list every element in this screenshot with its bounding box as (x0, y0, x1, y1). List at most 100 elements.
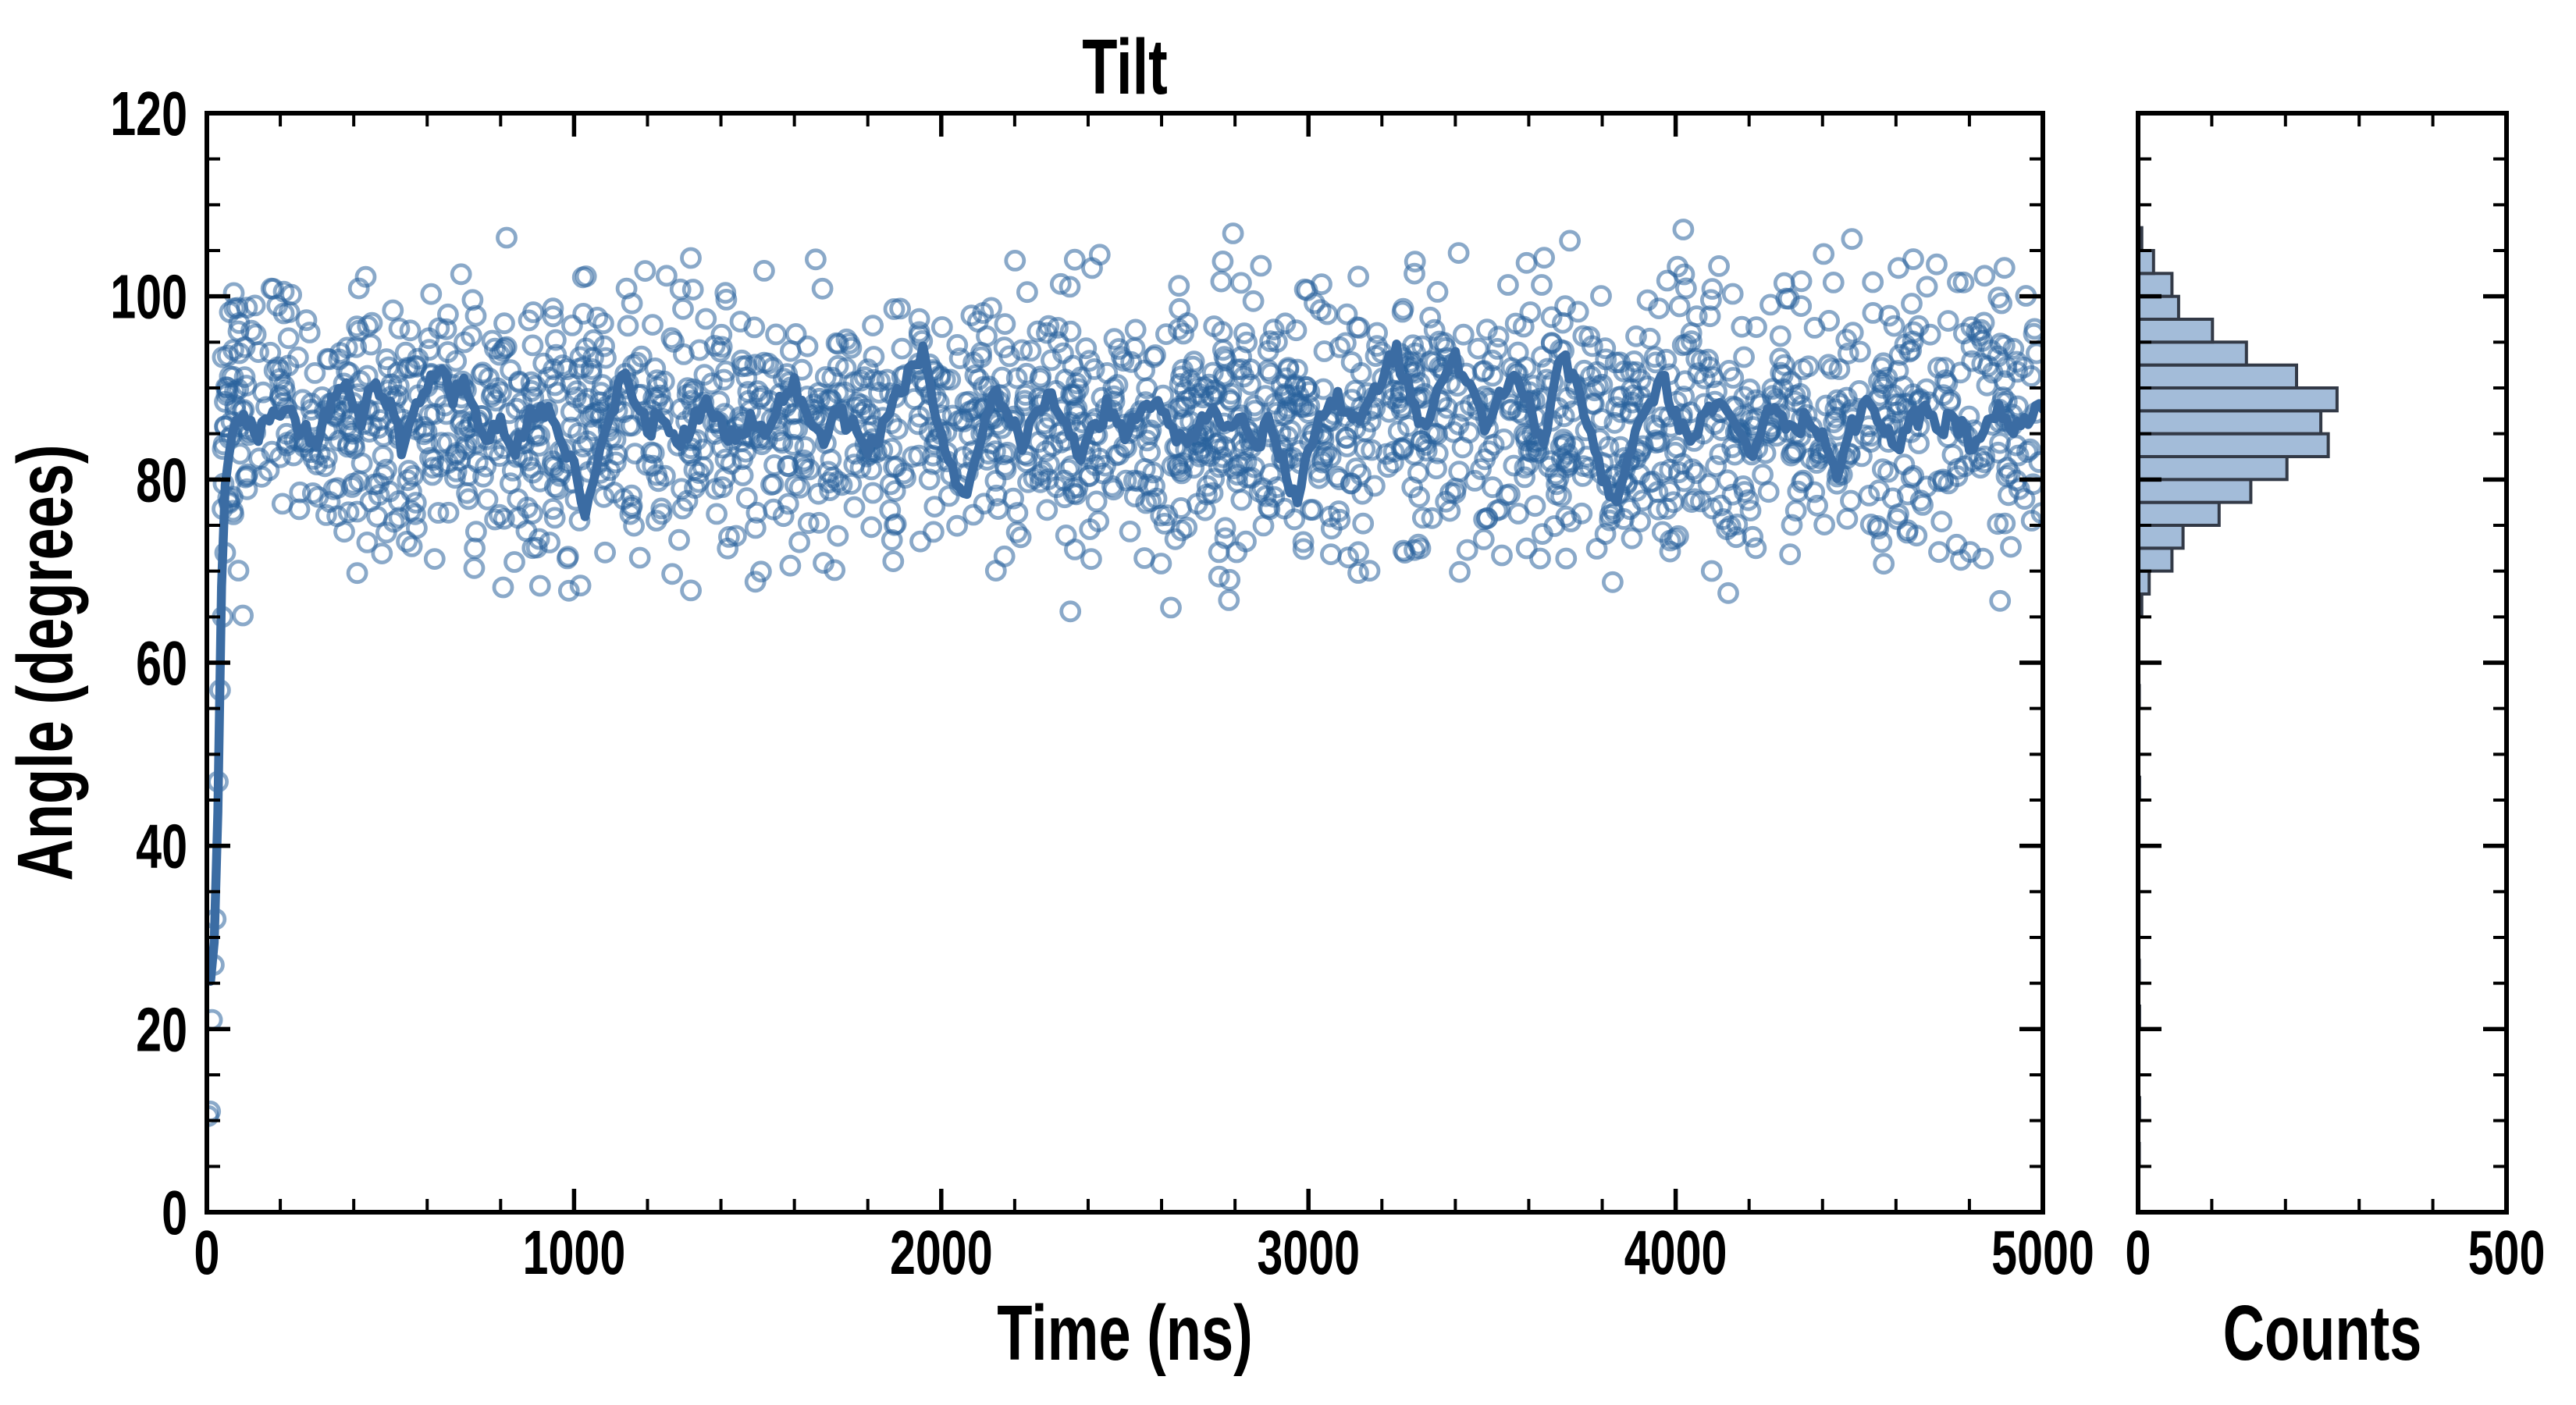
scatter-point (1199, 445, 1222, 467)
scatter-point (1123, 469, 1145, 492)
scatter-point (561, 314, 583, 336)
scatter-point (1610, 386, 1632, 407)
scatter-point (375, 348, 398, 371)
scatter-point (1870, 531, 1893, 553)
scatter-point (797, 512, 820, 535)
scatter-point (1063, 248, 1086, 271)
scatter-point (1230, 489, 1253, 511)
scatter-point (1848, 340, 1871, 363)
scatter-point (568, 357, 590, 380)
scatter-point (1883, 315, 1905, 337)
scatter-point (1448, 461, 1471, 482)
scatter-point (1725, 526, 1748, 549)
scatter-point (1497, 274, 1519, 296)
scatter-point (472, 465, 494, 488)
scatter-point (1059, 600, 1082, 623)
scatter-point (881, 438, 903, 460)
scatter-point (521, 334, 544, 357)
scatter-point (1219, 568, 1241, 591)
scatter-point (496, 226, 518, 249)
scatter-point (1214, 527, 1236, 550)
scatter-point (908, 308, 930, 330)
scatter-point (1689, 490, 1712, 513)
scatter-point (1597, 436, 1620, 458)
scatter-point (2002, 337, 2025, 360)
scatter-point (528, 435, 550, 457)
scatter-point (1133, 547, 1155, 569)
scatter-point (1348, 317, 1371, 339)
scatter-point (1629, 368, 1652, 391)
scatter-point (745, 501, 768, 524)
scatter-point (336, 414, 358, 437)
scatter-point (671, 478, 692, 500)
scatter-point (672, 297, 694, 320)
scatter-point (1930, 510, 1953, 532)
scatter-point (993, 545, 1016, 567)
scatter-point (1705, 455, 1727, 477)
scatter-point (1292, 531, 1315, 553)
scatter-point (1295, 375, 1318, 398)
tick-label: 1000 (523, 1217, 626, 1287)
scatter-point (568, 422, 589, 444)
scatter-point (714, 282, 737, 304)
scatter-point (765, 323, 787, 346)
scatter-point (808, 511, 831, 534)
scatter-point (318, 491, 341, 513)
scatter-point (405, 355, 428, 378)
scatter-point (1674, 277, 1697, 300)
scatter-point (1519, 301, 1542, 323)
scatter-point (1817, 354, 1840, 376)
scatter-point (1458, 422, 1480, 444)
scatter-point (884, 514, 906, 536)
scatter-point (1011, 339, 1033, 361)
scatter-point (556, 547, 578, 570)
x-tick-labels: 0 1000 2000 3000 4000 5000 (194, 1217, 2094, 1287)
scatter-point (1667, 255, 1689, 278)
scatter-point (542, 297, 564, 320)
histogram-bar (2138, 500, 2221, 528)
scatter-point (1470, 458, 1492, 480)
tick-label: 0 (2126, 1217, 2151, 1287)
scatter-point (946, 514, 968, 537)
scatter-point (1439, 482, 1461, 504)
scatter-point (1721, 483, 1744, 506)
scatter-point (1900, 467, 1923, 489)
scatter-point (420, 283, 443, 305)
scatter-point (2028, 451, 2043, 473)
scatter-point (1656, 269, 1678, 292)
scatter-point (1235, 530, 1257, 553)
scatter-point (1467, 337, 1489, 360)
scatter-point (1002, 487, 1024, 510)
scatter-point (681, 381, 704, 404)
scatter-point (1896, 521, 1919, 544)
tick-label: 100 (110, 261, 187, 332)
scatter-point (1452, 323, 1475, 346)
scatter-point (693, 364, 716, 386)
scatter-point (606, 443, 628, 466)
scatter-point (1533, 247, 1555, 269)
tick-label: 60 (136, 628, 187, 698)
scatter-point (1594, 337, 1617, 360)
scatter-point (1699, 289, 1722, 311)
scatter-point (492, 576, 514, 599)
scatter-point (1529, 547, 1551, 570)
scatter-point (1524, 495, 1546, 518)
scatter-point (1037, 468, 1059, 490)
scatter-point (862, 315, 884, 337)
scatter-point (1292, 538, 1315, 560)
scatter-point (237, 463, 258, 486)
scatter-point (272, 302, 295, 325)
scatter-point (656, 265, 678, 287)
scatter-point (240, 319, 262, 342)
scatter-point (669, 278, 692, 301)
scatter-point (1139, 441, 1161, 464)
scatter-point (219, 301, 241, 323)
scatter-point (1995, 465, 2018, 487)
scatter-point (1813, 514, 1836, 535)
scatter-point (298, 322, 321, 343)
scatter-point (1886, 508, 1909, 530)
scatter-point (571, 266, 594, 289)
scatter-point (427, 502, 450, 524)
histogram-bar (2138, 478, 2253, 504)
scatter-point (1709, 443, 1731, 465)
